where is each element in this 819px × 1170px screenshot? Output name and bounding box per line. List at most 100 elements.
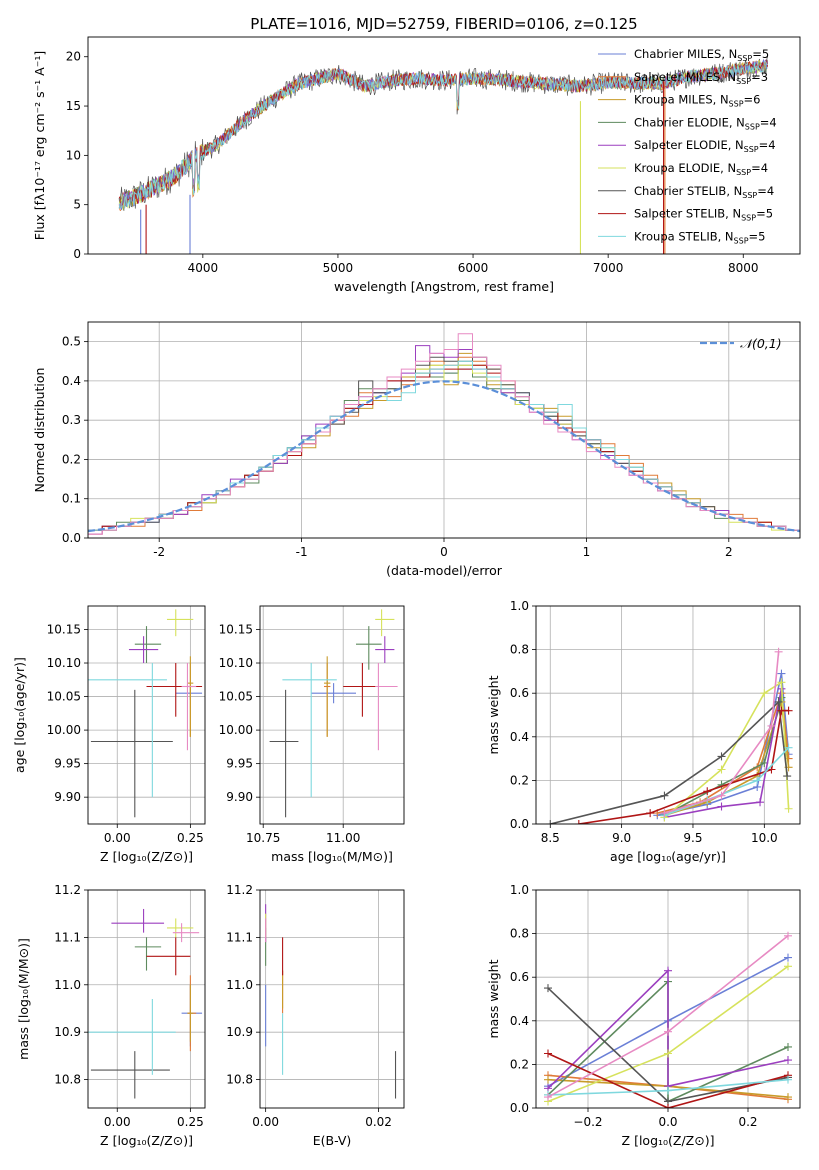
mass-ebv-ytick-label: 10.9 [226,1025,253,1039]
mass-weight-marker [703,787,712,796]
residuals-ytick-label: 0.0 [62,531,81,545]
weight-Z-xlabel: Z [log₁₀(Z/Z⊙)] [622,1133,715,1148]
mass-weight-marker [784,706,793,715]
spectrum-xlabel: wavelength [Angstrom, rest frame] [334,279,554,294]
legend-entry-label: Kroupa MILES, NSSP=6 [634,93,760,109]
mass-weight-marker [774,697,783,706]
age-Z-xtick-label: 0.25 [177,831,204,845]
age-mass-ytick-label: 10.10 [219,656,253,670]
mass-weight-marker [717,752,726,761]
mass-Z-ytick-label: 10.9 [54,1025,81,1039]
mass-ebv-ytick-label: 10.8 [226,1073,253,1087]
weight-age-panel: 8.5 9.0 9.5 10.0 0.0 0.2 0.4 0.6 0.8 1.0 age [log₁… [486,599,801,864]
mass-ebv-plot-area [265,904,397,1099]
mass-weight-marker [717,765,726,774]
mass-weight-line [664,651,780,814]
mass-Z-ytick-label: 11.1 [54,930,81,944]
spectrum-xtick-label: 5000 [323,261,354,275]
spectrum-plot-area [118,56,768,254]
weight-age-ytick-label: 0.4 [510,730,529,744]
mass-weight-line [664,688,783,819]
age-mass-ytick-label: 10.00 [219,723,253,737]
spectrum-ytick-label: 5 [73,198,81,212]
mass-weight-marker [784,962,792,971]
spectrum-xtick-label: 4000 [188,261,219,275]
weight-age-xlabel: age [log₁₀(age/yr)] [610,849,726,864]
age-Z-ytick-label: 10.15 [47,622,81,636]
mass-weight-marker [646,809,655,818]
age-mass-ytick-label: 9.90 [226,790,253,804]
spectrum-ylabel: Flux [fλ10⁻¹⁷ erg cm⁻² s⁻¹ A⁻¹] [32,51,47,240]
mass-Z-xtick-label: 0.00 [104,1115,131,1129]
age-Z-frame [87,605,206,825]
residuals-xtick-label: 1 [583,545,591,559]
residuals-panel: -2 -1 0 1 2 0.0 0.1 0.2 0.3 0.4 0.5 (data-model)/er… [32,321,801,578]
mass-Z-ytick-label: 11.2 [54,883,81,897]
weight-age-grid [536,605,800,825]
weight-age-ytick-label: 0.2 [510,773,529,787]
weight-age-xtick-label: 9.5 [683,831,702,845]
residuals-ytick-label: 0.5 [62,335,81,349]
residuals-legend: 𝒩(0,1) [700,336,782,351]
weight-age-ylabel: mass weight [486,675,501,754]
legend-entry-label: Kroupa ELODIE, NSSP=4 [634,161,768,177]
mass-Z-ytick-label: 11.0 [54,978,81,992]
age-mass-ytick-label: 10.05 [219,690,253,704]
age-mass-ytick-label: 9.95 [226,757,253,771]
age-mass-xlabel: mass [log₁₀(M/M⊙)] [271,849,393,864]
weight-Z-ytick-label: 1.0 [510,883,529,897]
age-Z-ytick-label: 10.00 [47,723,81,737]
spectrum-ytick-label: 15 [66,99,81,113]
age-Z-xtick-label: 0.00 [104,831,131,845]
weight-Z-ytick-label: 0.2 [510,1057,529,1071]
mass-ebv-ytick-label: 11.2 [226,883,253,897]
legend-entry-label: 𝒩(0,1) [740,336,782,351]
spectrum-xtick-label: 6000 [458,261,489,275]
mass-weight-marker [664,1104,672,1108]
mass-weight-marker [774,647,783,656]
mass-weight-marker [546,820,555,824]
mass-weight-marker [664,966,672,975]
residuals-xtick-label: -1 [296,545,308,559]
mass-ebv-ytick-label: 11.1 [226,930,253,944]
age-mass-grid [260,606,404,824]
weight-age-ytick-label: 0.0 [510,817,529,831]
spectrum-frame [87,36,801,255]
mass-weight-marker [664,1086,672,1095]
mass-weight-marker [760,689,769,698]
spectrum-legend: Chabrier MILES, NSSP=5 Salpeter MILES, NS… [598,47,777,245]
age-mass-xtick-label: 10.75 [246,831,280,845]
spectrum-ytick-label: 20 [66,50,81,64]
mass-weight-marker [767,721,776,730]
residuals-xtick-label: 0 [440,545,448,559]
age-Z-ytick-label: 10.10 [47,656,81,670]
spectrum-xtick-label: 8000 [728,261,759,275]
mass-weight-marker [784,743,793,752]
weight-Z-xtick-label: 0.0 [658,1115,677,1129]
mass-ebv-xlabel: E(B-V) [313,1133,352,1148]
age-Z-xlabel: Z [log₁₀(Z/Z⊙)] [100,849,193,864]
spectrum-ytick-label: 0 [73,247,81,261]
mass-weight-marker [767,765,776,774]
residuals-frame [87,321,801,539]
mass-weight-marker [784,953,792,962]
mass-weight-marker [784,1075,792,1084]
mass-weight-marker [717,802,726,811]
weight-Z-ytick-label: 0.0 [510,1101,529,1115]
mass-weight-marker [784,931,792,940]
mass-weight-marker [756,798,765,807]
mass-weight-marker [784,1093,792,1102]
mass-Z-frame [87,889,206,1109]
mass-weight-marker [544,1075,552,1084]
residuals-ylabel: Normed distribution [32,368,47,493]
residuals-ytick-label: 0.1 [62,492,81,506]
mass-weight-marker [574,820,583,824]
figure-title: PLATE=1016, MJD=52759, FIBERID=0106, z=0… [250,15,637,33]
age-Z-ylabel: age [log₁₀(age/yr)] [12,657,27,773]
weight-Z-xtick-label: −0.2 [573,1115,602,1129]
mass-weight-line [547,1052,789,1108]
age-mass-xtick-label: 11.00 [326,831,360,845]
weight-age-frame [535,605,801,825]
spectrum-panel: 4000 5000 6000 7000 8000 0 5 10 15 20 wavelength [… [32,36,801,294]
